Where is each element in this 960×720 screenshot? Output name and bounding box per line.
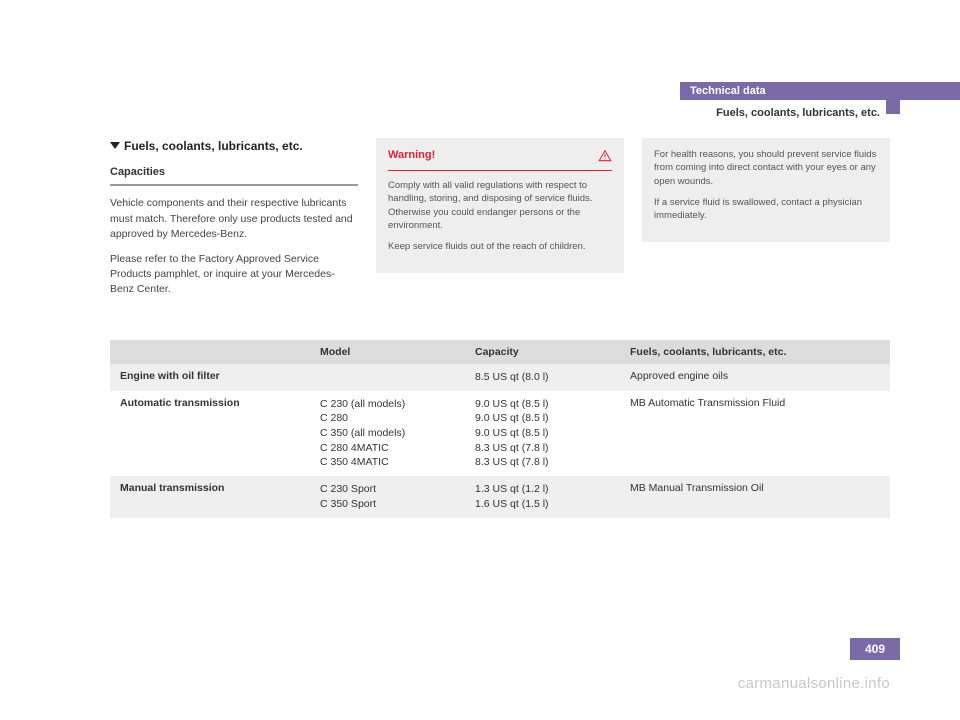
warning-paragraph: Keep service fluids out of the reach of … xyxy=(388,240,612,253)
table-row: Engine with oil filter 8.5 US qt (8.0 l)A… xyxy=(110,364,890,391)
section-title-text: Fuels, coolants, lubricants, etc. xyxy=(124,139,303,153)
table-row: Manual transmissionC 230 SportC 350 Spor… xyxy=(110,476,890,517)
warning-triangle-icon xyxy=(598,149,612,163)
info-box: For health reasons, you should prevent s… xyxy=(642,138,890,242)
info-paragraph: If a service fluid is swallowed, contact… xyxy=(654,196,878,223)
column-middle: Warning! Comply with all valid regulatio… xyxy=(376,138,624,308)
divider xyxy=(110,184,358,186)
table-cell-capacity: 1.3 US qt (1.2 l)1.6 US qt (1.5 l) xyxy=(465,476,620,517)
header-tab-marker xyxy=(886,100,900,114)
table-header-cell xyxy=(110,340,310,364)
table-cell-label: Automatic transmission xyxy=(110,391,310,476)
table-body: Engine with oil filter8.5 US qt (8.0 l)A… xyxy=(110,364,890,518)
page-number-badge: 409 xyxy=(850,638,900,660)
column-left: Fuels, coolants, lubricants, etc. Capaci… xyxy=(110,138,358,308)
watermark-text: carmanualsonline.info xyxy=(738,675,890,692)
table-header-cell: Capacity xyxy=(465,340,620,364)
header-subtitle: Fuels, coolants, lubricants, etc. xyxy=(716,107,880,119)
triangle-down-icon xyxy=(110,142,120,149)
table-header-row: Model Capacity Fuels, coolants, lubrican… xyxy=(110,340,890,364)
header-band-text: Technical data xyxy=(690,85,766,97)
table-cell-capacity: 9.0 US qt (8.5 l)9.0 US qt (8.5 l)9.0 US… xyxy=(465,391,620,476)
table-header-cell: Model xyxy=(310,340,465,364)
table-cell-model: C 230 (all models)C 280C 350 (all models… xyxy=(310,391,465,476)
subheading: Capacities xyxy=(110,165,358,181)
table-cell-model xyxy=(310,364,465,391)
table-cell-label: Manual transmission xyxy=(110,476,310,517)
table-cell-fluid: MB Manual Transmission Oil xyxy=(620,476,890,517)
warning-title: Warning! xyxy=(388,148,435,164)
page: Technical data Fuels, coolants, lubrican… xyxy=(0,0,960,720)
paragraph: Please refer to the Factory Approved Ser… xyxy=(110,252,358,298)
table-cell-capacity: 8.5 US qt (8.0 l) xyxy=(465,364,620,391)
table-cell-fluid: Approved engine oils xyxy=(620,364,890,391)
table-header-cell: Fuels, coolants, lubricants, etc. xyxy=(620,340,890,364)
column-right: For health reasons, you should prevent s… xyxy=(642,138,890,308)
warning-paragraph: Comply with all valid regulations with r… xyxy=(388,179,612,232)
warning-header: Warning! xyxy=(388,148,612,171)
table-cell-model: C 230 SportC 350 Sport xyxy=(310,476,465,517)
content-columns: Fuels, coolants, lubricants, etc. Capaci… xyxy=(110,138,890,308)
table-cell-fluid: MB Automatic Transmission Fluid xyxy=(620,391,890,476)
warning-box: Warning! Comply with all valid regulatio… xyxy=(376,138,624,273)
section-title: Fuels, coolants, lubricants, etc. xyxy=(110,138,358,155)
capacities-table: Model Capacity Fuels, coolants, lubrican… xyxy=(110,340,890,518)
table-cell-label: Engine with oil filter xyxy=(110,364,310,391)
header-band: Technical data xyxy=(680,82,960,100)
paragraph: Vehicle components and their respective … xyxy=(110,196,358,242)
info-paragraph: For health reasons, you should prevent s… xyxy=(654,148,878,188)
table-row: Automatic transmissionC 230 (all models)… xyxy=(110,391,890,476)
